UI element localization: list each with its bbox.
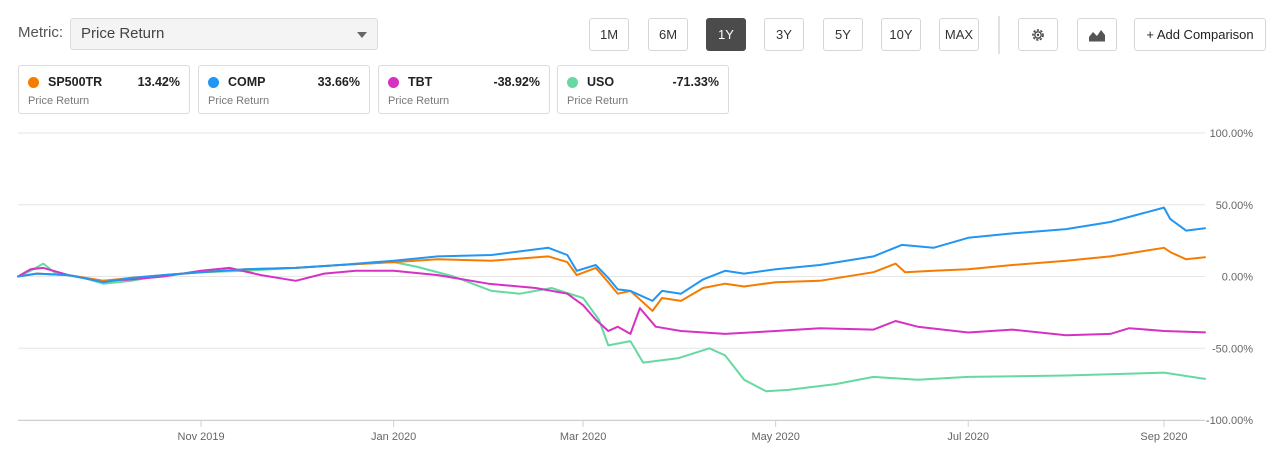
series-color-dot bbox=[208, 77, 219, 88]
legend-metric: Price Return bbox=[388, 95, 450, 107]
metric-label: Metric: bbox=[18, 24, 63, 41]
metric-select[interactable]: Price Return bbox=[70, 18, 378, 50]
toolbar-divider bbox=[998, 16, 1000, 54]
chart-type-button[interactable] bbox=[1077, 18, 1117, 51]
settings-button[interactable] bbox=[1018, 18, 1058, 51]
y-tick-label: -100.00% bbox=[1206, 415, 1253, 427]
legend-card-sp500tr[interactable]: SP500TR 13.42% Price Return bbox=[18, 65, 190, 114]
legend-change: 33.66% bbox=[317, 75, 360, 89]
range-button-max[interactable]: MAX bbox=[939, 18, 979, 51]
legend-change: -38.92% bbox=[493, 75, 540, 89]
legend-card-uso[interactable]: USO -71.33% Price Return bbox=[557, 65, 729, 114]
y-tick-label: -50.00% bbox=[1212, 343, 1253, 355]
range-button-1m[interactable]: 1M bbox=[589, 18, 629, 51]
legend-card-comp[interactable]: COMP 33.66% Price Return bbox=[198, 65, 370, 114]
range-button-6m[interactable]: 6M bbox=[648, 18, 688, 51]
series-line-tbt[interactable] bbox=[17, 266, 1206, 337]
price-return-chart[interactable]: 100.00% 50.00% 0.00% -50.00% -100.00% Nov 201… bbox=[0, 120, 1280, 461]
x-tick-label: Mar 2020 bbox=[560, 431, 606, 443]
legend-ticker: USO bbox=[587, 75, 615, 89]
legend-ticker: TBT bbox=[408, 75, 433, 89]
legend-change: -71.33% bbox=[672, 75, 719, 89]
add-comparison-button[interactable]: + Add Comparison bbox=[1134, 18, 1266, 51]
series-color-dot bbox=[28, 77, 39, 88]
legend-metric: Price Return bbox=[567, 95, 629, 107]
range-button-1y[interactable]: 1Y bbox=[706, 18, 746, 51]
x-tick-label: Jul 2020 bbox=[947, 431, 989, 443]
chevron-down-icon bbox=[357, 32, 367, 38]
series-line-comp[interactable] bbox=[17, 206, 1206, 302]
x-tick-label: Nov 2019 bbox=[178, 431, 225, 443]
range-button-5y[interactable]: 5Y bbox=[823, 18, 863, 51]
x-tick-label: May 2020 bbox=[752, 431, 800, 443]
series-line-sp500tr[interactable] bbox=[17, 246, 1206, 312]
range-button-10y[interactable]: 10Y bbox=[881, 18, 921, 51]
area-chart-icon bbox=[1089, 29, 1105, 41]
y-tick-label: 50.00% bbox=[1216, 200, 1254, 212]
y-tick-label: 100.00% bbox=[1210, 128, 1254, 140]
series-color-dot bbox=[567, 77, 578, 88]
legend-metric: Price Return bbox=[28, 95, 90, 107]
series-color-dot bbox=[388, 77, 399, 88]
metric-select-value: Price Return bbox=[81, 25, 165, 42]
gear-icon bbox=[1032, 28, 1044, 41]
legend-ticker: COMP bbox=[228, 75, 266, 89]
legend-card-tbt[interactable]: TBT -38.92% Price Return bbox=[378, 65, 550, 114]
y-tick-label: 0.00% bbox=[1222, 272, 1253, 284]
legend-ticker: SP500TR bbox=[48, 75, 103, 89]
legend-change: 13.42% bbox=[137, 75, 180, 89]
x-tick-label: Jan 2020 bbox=[371, 431, 416, 443]
x-tick-label: Sep 2020 bbox=[1140, 431, 1187, 443]
legend-metric: Price Return bbox=[208, 95, 270, 107]
range-button-3y[interactable]: 3Y bbox=[764, 18, 804, 51]
